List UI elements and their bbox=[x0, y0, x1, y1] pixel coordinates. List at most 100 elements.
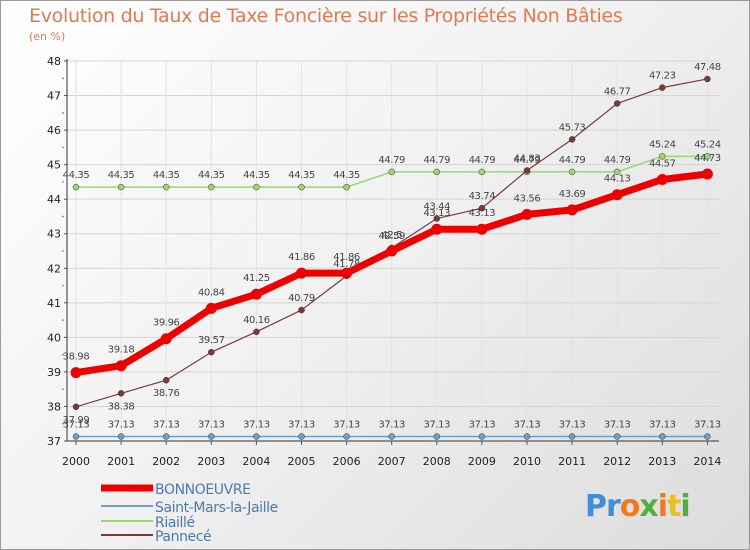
data-point bbox=[162, 433, 170, 440]
data-label: 45.24 bbox=[649, 139, 676, 150]
data-point bbox=[659, 153, 666, 160]
data-label: 40.16 bbox=[243, 315, 270, 326]
data-point bbox=[478, 433, 486, 440]
data-label: 37.13 bbox=[63, 420, 90, 431]
data-point bbox=[72, 433, 80, 440]
logo-letter: t bbox=[667, 489, 681, 524]
data-label: 44.35 bbox=[243, 170, 270, 181]
data-label: 44.79 bbox=[604, 155, 631, 166]
data-point bbox=[117, 390, 125, 397]
legend-label: BONNOEUVRE bbox=[155, 482, 251, 498]
data-label: 42.5 bbox=[381, 230, 402, 241]
data-point bbox=[298, 306, 305, 314]
data-point bbox=[117, 183, 125, 191]
data-label: 46.77 bbox=[604, 86, 631, 97]
x-tick-label: 2001 bbox=[107, 455, 135, 468]
data-point bbox=[250, 288, 262, 300]
legend-label: Riaillé bbox=[155, 515, 195, 531]
y-minor-tick bbox=[62, 77, 64, 80]
y-minor-tick bbox=[62, 112, 64, 114]
legend-label: Pannecé bbox=[155, 529, 211, 545]
legend-item-saint-mars-la-jaille: Saint-Mars-la-Jaille bbox=[101, 500, 278, 516]
y-tick-label: 45 bbox=[47, 159, 61, 172]
y-minor-tick bbox=[62, 250, 64, 252]
data-label: 44.79 bbox=[469, 155, 496, 166]
y-minor-tick bbox=[62, 422, 64, 425]
data-label: 40.79 bbox=[288, 293, 315, 304]
data-point bbox=[205, 302, 217, 314]
x-tick-label: 2011 bbox=[558, 455, 586, 468]
data-point bbox=[160, 333, 172, 345]
data-label: 41.86 bbox=[288, 252, 315, 263]
data-point bbox=[431, 223, 443, 235]
data-label: 37.13 bbox=[243, 420, 270, 431]
data-point bbox=[388, 168, 395, 176]
y-minor-tick bbox=[62, 215, 64, 218]
data-point bbox=[296, 267, 307, 279]
data-point bbox=[659, 433, 666, 440]
logo-letter: r bbox=[606, 489, 621, 524]
data-label: 44.35 bbox=[198, 170, 225, 181]
data-point bbox=[253, 328, 260, 336]
data-label: 39.57 bbox=[198, 335, 225, 346]
data-point bbox=[253, 183, 260, 191]
x-tick-label: 2009 bbox=[468, 455, 496, 468]
data-point bbox=[521, 208, 533, 220]
data-label: 47.48 bbox=[694, 62, 721, 73]
data-point bbox=[704, 75, 711, 83]
data-label: 44.35 bbox=[153, 170, 180, 181]
proxiti-logo: Proxiti bbox=[585, 489, 691, 524]
x-tick-label: 2003 bbox=[197, 455, 225, 468]
y-minor-tick bbox=[62, 181, 64, 183]
data-point bbox=[253, 433, 260, 440]
data-point bbox=[208, 348, 215, 356]
data-label: 39.18 bbox=[108, 345, 135, 356]
data-label: 44.35 bbox=[108, 170, 135, 181]
data-label: 37.13 bbox=[604, 420, 631, 431]
y-tick-label: 37 bbox=[47, 435, 61, 448]
data-point bbox=[568, 433, 576, 440]
data-label: 44.79 bbox=[559, 155, 586, 166]
data-point bbox=[566, 204, 578, 216]
data-point bbox=[568, 136, 576, 143]
y-tick-label: 46 bbox=[47, 124, 61, 137]
logo-letter: i bbox=[680, 489, 690, 524]
data-label: 44.35 bbox=[288, 170, 315, 181]
data-point bbox=[701, 168, 713, 180]
y-minor-tick bbox=[62, 146, 64, 149]
x-tick-label: 2012 bbox=[603, 455, 631, 468]
data-point bbox=[341, 267, 353, 279]
y-tick-label: 47 bbox=[47, 90, 61, 103]
data-label: 44.79 bbox=[514, 155, 541, 166]
data-point bbox=[704, 153, 711, 160]
data-label: 41.25 bbox=[243, 273, 270, 284]
data-point bbox=[208, 183, 215, 191]
series-riaill-: 44.35 44.35 44.35 44.35 44.35 44.35 44.35 44.79… bbox=[63, 139, 721, 191]
data-label: 45.24 bbox=[694, 139, 721, 150]
x-tick-label: 2004 bbox=[242, 455, 270, 468]
data-label: 37.13 bbox=[153, 420, 180, 431]
data-label: 44.79 bbox=[423, 155, 450, 166]
data-point bbox=[343, 183, 350, 191]
x-tick-label: 2013 bbox=[648, 455, 676, 468]
y-tick-label: 42 bbox=[47, 262, 61, 275]
x-tick-label: 2006 bbox=[333, 455, 361, 468]
data-point bbox=[568, 168, 576, 176]
legend-item-riaill-: Riaillé bbox=[101, 515, 195, 531]
data-label: 45.73 bbox=[559, 122, 586, 133]
data-label: 44.13 bbox=[604, 174, 631, 185]
y-tick-label: 41 bbox=[47, 297, 61, 310]
data-label: 43.13 bbox=[423, 208, 450, 219]
data-label: 40.84 bbox=[198, 287, 225, 298]
data-label: 43.13 bbox=[469, 208, 496, 219]
y-tick-label: 38 bbox=[47, 400, 61, 413]
x-tick-label: 2014 bbox=[693, 455, 721, 468]
data-label: 37.13 bbox=[514, 420, 541, 431]
data-point bbox=[523, 167, 531, 174]
data-label: 42.59 bbox=[378, 231, 405, 242]
data-point bbox=[613, 100, 621, 107]
data-label: 37.13 bbox=[108, 420, 135, 431]
data-point bbox=[613, 168, 621, 176]
